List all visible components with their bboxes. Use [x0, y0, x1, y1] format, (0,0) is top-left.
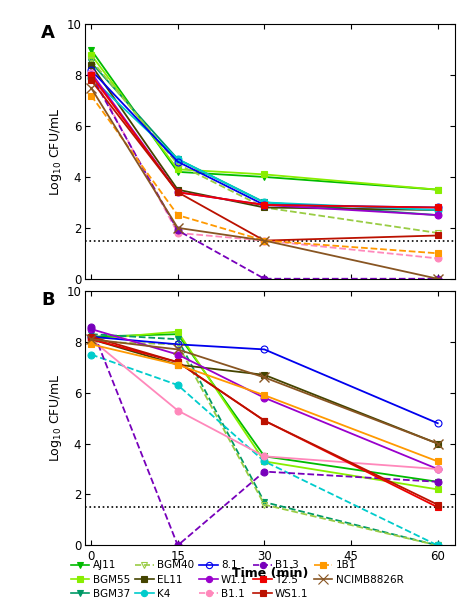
Y-axis label: Log$_{10}$ CFU/mL: Log$_{10}$ CFU/mL	[47, 374, 64, 462]
Text: A: A	[41, 24, 55, 42]
Text: B: B	[41, 291, 55, 309]
Legend: AJ11, BGM55, BGM37, BGM40, EL11, K4, 8.1, W1.1, B1.1, B1.3, T2.5, WS1.1, 1B1, NC: AJ11, BGM55, BGM37, BGM40, EL11, K4, 8.1…	[69, 558, 405, 601]
X-axis label: Time (min): Time (min)	[232, 567, 309, 580]
Y-axis label: Log$_{10}$ CFU/mL: Log$_{10}$ CFU/mL	[47, 107, 64, 196]
